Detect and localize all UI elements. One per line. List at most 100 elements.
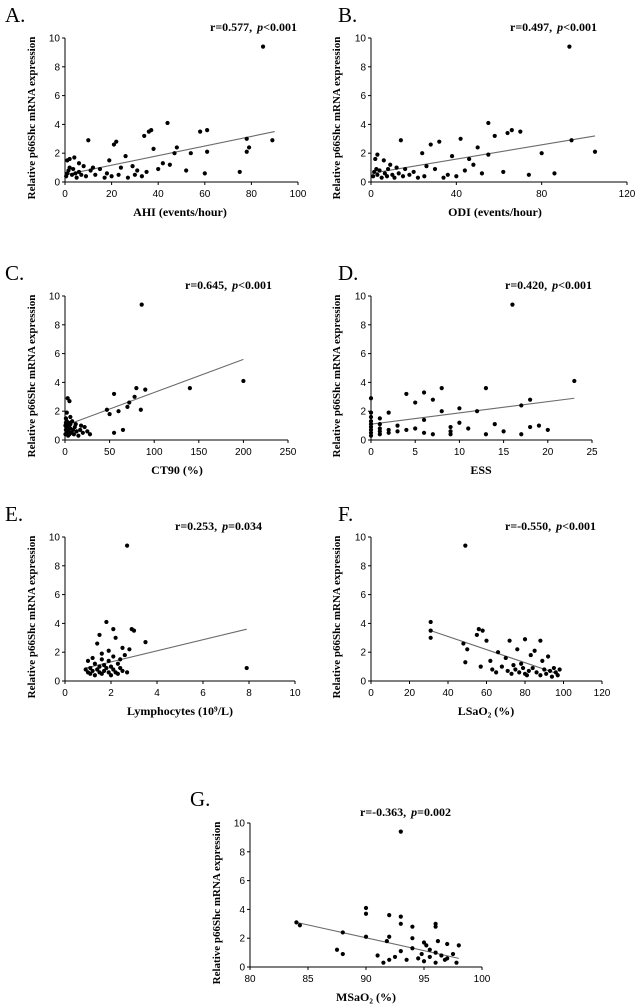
data-point: [415, 175, 421, 180]
x-tick-label: 100: [555, 688, 572, 699]
x-tick-label: 200: [235, 447, 252, 458]
y-tick-label: 0: [54, 677, 60, 688]
x-axis-label: MSaO₂ (%): [336, 990, 396, 1004]
data-point: [363, 905, 369, 911]
data-point: [151, 146, 156, 151]
data-point: [427, 947, 432, 952]
correlation-annotation: r=-0.363, p=0.002: [360, 805, 451, 819]
data-point: [143, 387, 148, 392]
data-point: [490, 667, 495, 672]
data-point: [463, 543, 468, 548]
data-point: [398, 949, 403, 954]
data-point: [139, 174, 144, 179]
data-point: [134, 386, 139, 391]
data-point: [539, 151, 544, 156]
y-tick-label: 2: [54, 407, 60, 418]
p-value: =0.002: [417, 805, 451, 819]
data-point: [106, 670, 111, 675]
correlation-annotation: r=0.253, p=0.034: [175, 519, 262, 533]
panel-label: D.: [338, 261, 358, 285]
p-symbol: p: [410, 805, 417, 819]
data-point: [120, 427, 126, 433]
data-point: [90, 165, 96, 170]
correlation-annotation: r=0.577, p<0.001: [210, 20, 297, 34]
data-point: [118, 665, 123, 671]
data-point: [404, 957, 409, 962]
x-tick-label: 15: [498, 447, 510, 458]
data-point: [373, 156, 378, 162]
x-tick-label: 5: [412, 447, 418, 458]
data-point: [466, 426, 471, 431]
correlation-annotation: r=0.420, p<0.001: [505, 278, 592, 292]
data-point: [106, 648, 111, 653]
data-point: [377, 416, 382, 421]
x-axis-label: Lymphocytes (10⁹/L): [127, 704, 233, 718]
data-point: [113, 635, 118, 640]
data-point: [363, 911, 369, 916]
data-point: [187, 386, 192, 391]
x-tick-label: 20: [106, 189, 118, 200]
data-point: [458, 136, 463, 141]
data-point: [71, 432, 77, 437]
y-tick-label: 0: [54, 178, 60, 189]
y-tick-label: 6: [360, 349, 366, 360]
data-point: [430, 397, 435, 402]
data-point: [375, 172, 380, 177]
x-axis-label: LSaO₂ (%): [458, 704, 515, 718]
data-point: [88, 168, 93, 173]
data-point: [448, 424, 453, 430]
data-point: [476, 627, 481, 632]
data-point: [294, 920, 299, 925]
data-point: [138, 407, 143, 412]
x-tick-label: 40: [153, 189, 165, 200]
data-point: [519, 432, 524, 437]
data-point: [374, 166, 379, 172]
regression-line: [370, 397, 575, 425]
data-point: [555, 673, 560, 678]
data-point: [503, 655, 508, 661]
data-point: [97, 664, 102, 669]
data-point: [79, 172, 84, 177]
y-tick-label: 4: [360, 378, 366, 389]
data-point: [205, 149, 210, 154]
data-point: [82, 424, 87, 430]
data-point: [475, 145, 480, 150]
x-tick-label: 120: [594, 688, 611, 699]
data-point: [494, 670, 499, 675]
data-point: [246, 145, 252, 150]
data-point: [130, 164, 135, 169]
data-point: [398, 829, 403, 834]
data-point: [95, 641, 100, 646]
data-point: [492, 422, 497, 427]
r-value: r=-0.550,: [505, 519, 551, 533]
data-point: [384, 174, 390, 179]
data-point: [462, 168, 467, 173]
data-point: [499, 664, 504, 669]
data-point: [411, 169, 416, 175]
data-point: [480, 628, 485, 633]
data-point: [125, 175, 131, 180]
regression-line: [64, 131, 275, 176]
data-point: [534, 670, 539, 675]
x-tick-label: 50: [104, 447, 116, 458]
data-point: [63, 423, 68, 428]
y-tick-label: 8: [360, 62, 366, 73]
data-point: [433, 921, 438, 926]
data-point: [396, 171, 401, 176]
data-point: [69, 172, 75, 177]
data-point: [368, 396, 374, 401]
r-value: r=0.497,: [510, 20, 552, 34]
data-point: [241, 378, 246, 384]
data-point: [198, 129, 203, 134]
data-point: [139, 302, 144, 307]
data-point: [449, 153, 455, 159]
data-point: [107, 411, 112, 417]
data-point: [135, 168, 140, 173]
y-tick-label: 0: [239, 963, 245, 974]
x-tick-label: 60: [199, 189, 211, 200]
data-point: [111, 430, 117, 435]
data-point: [386, 427, 391, 433]
p-symbol: p: [555, 519, 562, 533]
data-point: [528, 424, 533, 430]
data-point: [377, 432, 382, 437]
